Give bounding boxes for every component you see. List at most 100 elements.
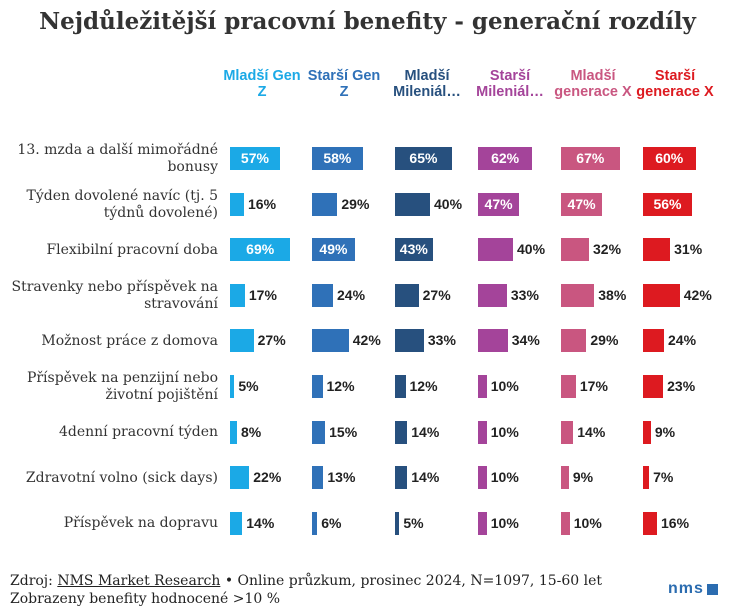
value-label-0-1: 16%	[248, 195, 277, 212]
bar-1-8	[312, 511, 318, 535]
chart-title: Nejdůležitější pracovní benefity - gener…	[39, 8, 696, 35]
value-label-2-7: 14%	[411, 469, 440, 486]
value-label-3-2: 40%	[517, 241, 546, 258]
value-label-4-5: 17%	[579, 378, 608, 394]
source-link[interactable]: NMS Market Research	[57, 573, 221, 589]
value-label-0-3: 17%	[248, 286, 277, 303]
bar-1-5	[312, 375, 323, 398]
value-label-0-6: 8%	[241, 423, 262, 440]
row-label-0: 13. mzda a další mimořádné bonusy	[17, 142, 218, 175]
bar-4-0	[561, 147, 620, 170]
bar-5-2	[643, 238, 671, 262]
bar-4-1	[561, 192, 603, 216]
bar-5-0	[643, 147, 696, 170]
value-label-2-4: 33%	[427, 332, 456, 349]
value-label-3-5: 10%	[490, 378, 519, 394]
bar-2-4	[395, 329, 424, 353]
column-header-2: Mladší Mileniál…	[393, 68, 461, 100]
bar-3-1	[478, 192, 520, 216]
bar-2-3	[395, 283, 419, 307]
source-prefix: Zdroj:	[10, 573, 58, 589]
value-label-5-3: 42%	[683, 286, 712, 303]
value-label-4-6: 14%	[577, 423, 606, 440]
value-label-0-4: 27%	[257, 332, 286, 349]
value-label-2-8: 5%	[403, 514, 424, 531]
value-label-0-8: 14%	[246, 514, 275, 531]
row-label-6: 4denní pracovní týden	[58, 424, 218, 441]
value-label-0-0: 57%	[240, 150, 269, 166]
value-label-4-8: 10%	[573, 514, 602, 531]
column-header-4: Mladší generace X	[554, 68, 632, 100]
source-details: • Online průzkum, prosinec 2024, N=1097,…	[220, 573, 603, 589]
value-label-0-2: 69%	[246, 241, 275, 258]
bar-5-5	[643, 375, 664, 398]
column-header-3: Starší Mileniál…	[476, 68, 544, 100]
bar-2-6	[395, 420, 408, 444]
value-label-5-8: 16%	[661, 514, 690, 531]
value-label-1-3: 24%	[337, 286, 366, 303]
logo-text: nms	[668, 580, 704, 597]
bar-0-4	[230, 329, 254, 353]
value-label-2-1: 40%	[434, 195, 463, 212]
value-label-4-1: 47%	[567, 195, 596, 212]
bar-5-8	[643, 511, 657, 535]
value-label-3-0: 62%	[491, 150, 520, 166]
bar-1-0	[312, 147, 363, 170]
bar-1-3	[312, 283, 333, 307]
bar-0-8	[230, 511, 243, 535]
row-label-8: Příspěvek na dopravu	[63, 515, 218, 532]
source-line: Zdroj: NMS Market Research • Online průz…	[10, 572, 602, 590]
bar-2-7	[395, 466, 408, 490]
bar-1-4	[312, 329, 349, 353]
value-label-3-8: 10%	[490, 514, 519, 531]
value-label-2-0: 65%	[409, 150, 438, 166]
bar-2-5	[395, 375, 406, 398]
value-label-3-1: 47%	[484, 195, 513, 212]
bar-1-6	[312, 420, 326, 444]
footer: Zdroj: NMS Market Research • Online průz…	[10, 572, 602, 608]
bar-3-4	[478, 329, 508, 353]
column-header-1: Starší Gen Z	[307, 68, 381, 100]
bar-1-7	[312, 466, 324, 490]
value-label-4-2: 32%	[593, 241, 622, 258]
value-label-5-2: 31%	[674, 241, 703, 258]
bar-1-2	[312, 238, 355, 262]
value-label-3-6: 10%	[490, 423, 519, 440]
value-label-5-1: 56%	[653, 195, 682, 212]
bar-5-1	[643, 192, 692, 216]
value-label-2-3: 27%	[422, 286, 451, 303]
bar-3-3	[478, 283, 507, 307]
value-label-3-7: 10%	[490, 469, 519, 486]
value-label-1-8: 6%	[321, 514, 342, 531]
bar-2-2	[395, 238, 433, 262]
bar-3-5	[478, 375, 487, 398]
value-label-3-4: 34%	[511, 332, 540, 349]
bar-3-2	[478, 238, 513, 262]
bar-0-2	[230, 238, 291, 262]
bar-3-7	[478, 466, 487, 490]
bar-2-1	[395, 192, 430, 216]
column-header-5: Starší generace X	[636, 68, 714, 100]
bar-4-8	[561, 511, 570, 535]
bar-3-0	[478, 147, 533, 170]
value-label-1-6: 15%	[329, 423, 358, 440]
nms-logo: nms	[668, 580, 718, 598]
bar-5-7	[643, 466, 650, 490]
value-label-1-4: 42%	[352, 332, 381, 349]
row-label-4: Možnost práce z domova	[41, 332, 218, 349]
footer-note: Zobrazeny benefity hodnocené >10 %	[10, 591, 281, 607]
row-label-7: Zdravotní volno (sick days)	[25, 469, 218, 486]
bar-0-1	[230, 192, 244, 216]
row-label-2: Flexibilní pracovní doba	[46, 241, 218, 258]
bar-5-3	[643, 283, 680, 307]
bar-3-8	[478, 511, 487, 535]
bar-0-6	[230, 420, 237, 444]
value-label-2-6: 14%	[411, 423, 440, 440]
bar-0-7	[230, 466, 250, 490]
row-label-1: Týden dovolené navíc (tj. 5 týdnů dovole…	[26, 187, 218, 221]
value-label-1-0: 58%	[323, 150, 352, 166]
value-label-0-7: 22%	[253, 469, 282, 486]
bar-4-5	[561, 375, 576, 398]
value-label-5-0: 60%	[655, 150, 684, 166]
bar-2-0	[395, 147, 452, 170]
